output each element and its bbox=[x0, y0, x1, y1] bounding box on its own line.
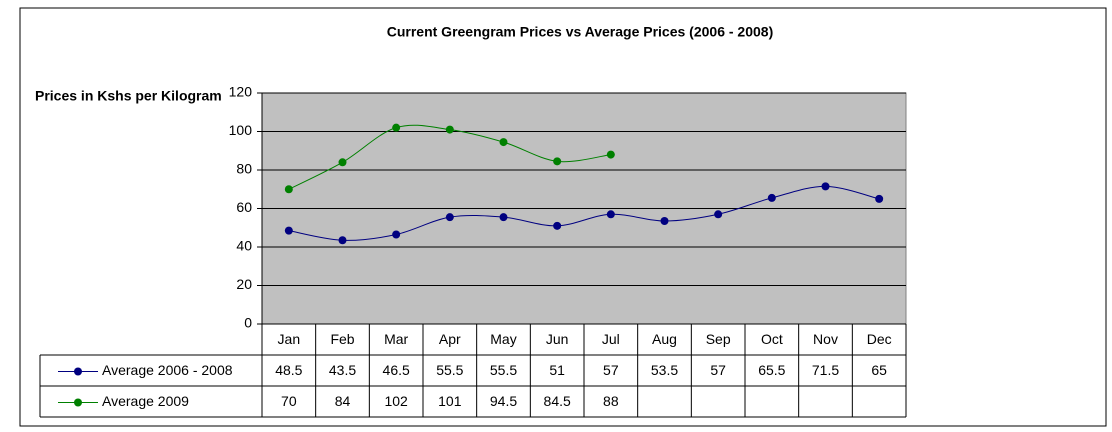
table-value: 65.5 bbox=[758, 362, 785, 378]
x-tick-label: Aug bbox=[652, 331, 677, 347]
table-value: 55.5 bbox=[436, 362, 463, 378]
x-tick-label: Nov bbox=[813, 331, 838, 347]
data-point bbox=[445, 125, 454, 134]
table-value: 71.5 bbox=[812, 362, 839, 378]
y-tick-label: 120 bbox=[229, 84, 253, 100]
data-point bbox=[606, 210, 615, 219]
legend-label: Average 2006 - 2008 bbox=[102, 362, 233, 378]
x-tick-label: Feb bbox=[330, 331, 354, 347]
data-point bbox=[821, 182, 830, 191]
table-value: 94.5 bbox=[490, 393, 517, 409]
table-value: 43.5 bbox=[329, 362, 356, 378]
data-point bbox=[606, 150, 615, 159]
data-point bbox=[767, 193, 776, 202]
y-tick-label: 0 bbox=[244, 315, 252, 331]
legend-marker bbox=[74, 398, 82, 407]
table-value: 70 bbox=[281, 393, 297, 409]
x-tick-label: Dec bbox=[867, 331, 892, 347]
table-value: 101 bbox=[438, 393, 462, 409]
y-axis-label: Prices in Kshs per Kilogram bbox=[35, 88, 222, 104]
x-tick-label: Mar bbox=[384, 331, 408, 347]
data-point bbox=[553, 221, 562, 230]
chart-title: Current Greengram Prices vs Average Pric… bbox=[387, 24, 774, 40]
data-point bbox=[392, 230, 401, 239]
x-tick-label: Jun bbox=[546, 331, 569, 347]
data-point bbox=[392, 123, 401, 132]
data-point bbox=[499, 138, 508, 147]
data-point bbox=[553, 157, 562, 166]
y-tick-label: 20 bbox=[236, 276, 252, 292]
table-value: 53.5 bbox=[651, 362, 678, 378]
data-point bbox=[284, 226, 293, 235]
data-point bbox=[875, 194, 884, 203]
data-point bbox=[338, 236, 347, 245]
y-tick-label: 40 bbox=[236, 238, 252, 254]
x-tick-label: Jan bbox=[278, 331, 301, 347]
x-tick-label: Jul bbox=[602, 331, 620, 347]
data-point bbox=[714, 210, 723, 219]
table-value: 57 bbox=[710, 362, 726, 378]
table-value: 88 bbox=[603, 393, 619, 409]
legend-label: Average 2009 bbox=[102, 393, 189, 409]
data-point bbox=[499, 213, 508, 222]
data-point bbox=[284, 185, 293, 194]
table-value: 46.5 bbox=[383, 362, 410, 378]
y-tick-label: 60 bbox=[236, 199, 252, 215]
y-tick-label: 100 bbox=[229, 122, 253, 138]
table-value: 84.5 bbox=[544, 393, 571, 409]
table-value: 55.5 bbox=[490, 362, 517, 378]
data-point bbox=[445, 213, 454, 222]
y-tick-label: 80 bbox=[236, 161, 252, 177]
table-value: 102 bbox=[384, 393, 408, 409]
table-value: 57 bbox=[603, 362, 619, 378]
x-tick-label: Oct bbox=[761, 331, 783, 347]
table-value: 48.5 bbox=[275, 362, 302, 378]
table-value: 51 bbox=[549, 362, 565, 378]
table-value: 65 bbox=[871, 362, 887, 378]
legend-marker bbox=[74, 367, 82, 376]
series-line bbox=[288, 185, 880, 241]
data-point bbox=[660, 217, 669, 226]
table-value: 84 bbox=[335, 393, 351, 409]
x-tick-label: Sep bbox=[706, 331, 731, 347]
x-tick-label: May bbox=[490, 331, 516, 347]
x-tick-label: Apr bbox=[439, 331, 461, 347]
data-point bbox=[338, 158, 347, 167]
